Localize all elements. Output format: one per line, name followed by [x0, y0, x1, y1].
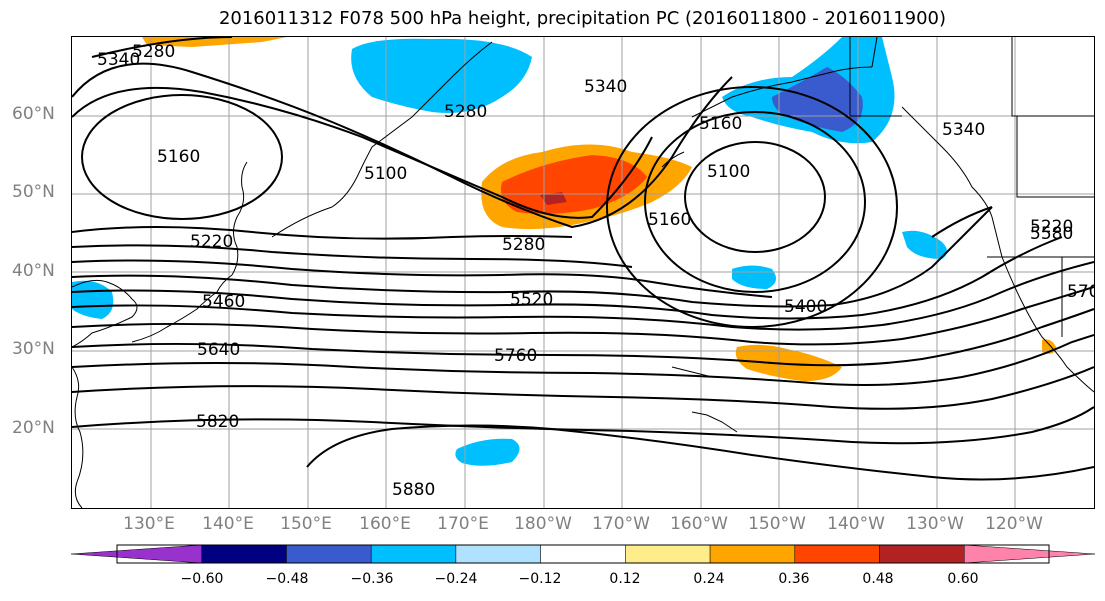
- lat-label: 40°N: [12, 261, 55, 281]
- lon-label: 140°W: [827, 514, 885, 534]
- lon-label: 160°E: [359, 514, 411, 534]
- height-contours: [72, 37, 1094, 481]
- contour-label: 5400: [784, 297, 827, 317]
- colorbar-segment: [625, 544, 711, 564]
- contour-label: 5460: [202, 292, 245, 312]
- colorbar-tick: −0.12: [518, 571, 562, 587]
- colorbar-segment: [71, 544, 202, 564]
- lat-label: 20°N: [12, 418, 55, 438]
- lon-label: 180°W: [514, 514, 572, 534]
- lon-label: 130°W: [906, 514, 964, 534]
- colorbar-tick: 0.36: [778, 571, 810, 587]
- lon-label: 160°W: [670, 514, 728, 534]
- contour-label: 5280: [444, 102, 487, 122]
- lon-label: 120°W: [985, 514, 1043, 534]
- lon-label: 170°E: [437, 514, 489, 534]
- colorbar-segments: [71, 544, 1095, 564]
- map-svg: 5340 5280 5340 5280 5160 5100 5160 5100 …: [72, 37, 1094, 508]
- lon-label: 170°W: [592, 514, 650, 534]
- contour-label: 5640: [197, 340, 240, 360]
- colorbar-segment: [879, 544, 965, 564]
- lon-label: 150°W: [748, 514, 806, 534]
- contour-label: 5280: [132, 42, 175, 62]
- contour-label: 5160: [157, 147, 200, 167]
- contour-labels: 5340 5280 5340 5280 5160 5100 5160 5100 …: [97, 42, 1094, 500]
- colorbar-segment: [370, 544, 457, 564]
- contour-label: 5820: [196, 412, 239, 432]
- lon-label: 130°E: [123, 514, 175, 534]
- colorbar-tick: 0.12: [609, 571, 641, 587]
- colorbar-segment: [540, 544, 626, 564]
- contour-label: 5880: [392, 480, 435, 500]
- colorbar-tick: 0.60: [947, 571, 979, 587]
- colorbar-tick: −0.60: [180, 571, 224, 587]
- contour-label: 5100: [707, 162, 750, 182]
- contour-label: 5580: [1030, 224, 1073, 244]
- colorbar-tick: 0.48: [862, 571, 894, 587]
- contour-label: 5340: [942, 120, 985, 140]
- contour-label: 5340: [97, 50, 140, 70]
- colorbar-tick: 0.24: [693, 571, 725, 587]
- contour-label: 5760: [494, 346, 537, 366]
- lon-label: 140°E: [202, 514, 254, 534]
- graticule: [72, 37, 1094, 508]
- colorbar-segment: [201, 544, 287, 564]
- contour-label: 5160: [699, 114, 742, 134]
- colorbar-tick: −0.36: [350, 571, 394, 587]
- colorbar-tick: −0.24: [434, 571, 478, 587]
- colorbar-tick: −0.48: [265, 571, 309, 587]
- contour-label: 5100: [364, 164, 407, 184]
- colorbar-segment: [794, 544, 880, 564]
- lat-label: 50°N: [12, 182, 55, 202]
- contour-label: 5220: [1030, 217, 1073, 237]
- lat-label: 30°N: [12, 339, 55, 359]
- map-panel: 5340 5280 5340 5280 5160 5100 5160 5100 …: [71, 36, 1095, 509]
- contour-label: 5520: [510, 290, 553, 310]
- lon-label: 150°E: [280, 514, 332, 534]
- colorbar: [71, 544, 1095, 564]
- colorbar-segment: [455, 544, 541, 564]
- lat-label: 60°N: [12, 104, 55, 124]
- colorbar-segment: [709, 544, 796, 564]
- colorbar-segment: [964, 544, 1095, 564]
- contour-label: 5340: [584, 77, 627, 97]
- contour-label: 570: [1067, 282, 1094, 302]
- contour-label: 5160: [648, 210, 691, 230]
- contour-label: 5280: [502, 235, 545, 255]
- colorbar-segment: [286, 544, 372, 564]
- contour-label: 5220: [190, 232, 233, 252]
- map-title: 2016011312 F078 500 hPa height, precipit…: [218, 8, 947, 29]
